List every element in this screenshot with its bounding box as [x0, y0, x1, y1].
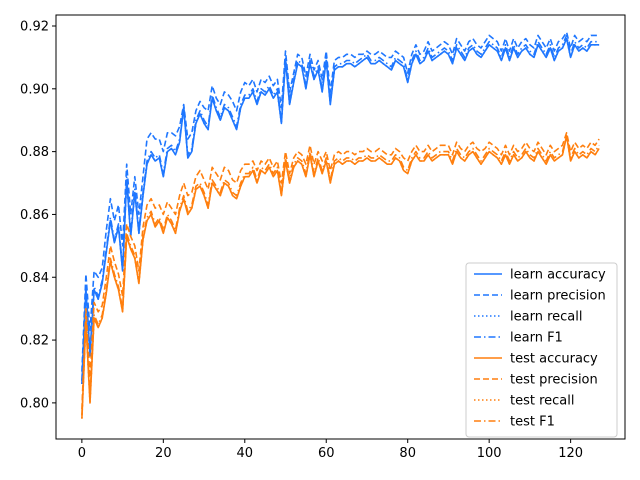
legend-label: learn precision — [510, 289, 606, 304]
x-tick-label: 60 — [318, 446, 335, 461]
series-line-test-precision — [81, 132, 600, 410]
plot-lines — [81, 31, 600, 419]
x-tick-label: 40 — [237, 446, 254, 461]
legend-box — [465, 262, 618, 438]
plot-frame — [55, 14, 626, 440]
x-tick-label: 100 — [477, 446, 502, 461]
legend-label: learn recall — [510, 310, 582, 325]
series-line-test-F1 — [81, 135, 600, 416]
x-tick-label: 120 — [558, 446, 583, 461]
x-axis: 0 20 40 60 80 100 120 — [78, 439, 583, 461]
legend-label: learn accuracy — [510, 268, 606, 283]
legend-label: test accuracy — [510, 352, 598, 367]
legend-label: test precision — [510, 373, 598, 388]
y-tick-label: 0.84 — [20, 271, 49, 286]
y-tick-label: 0.86 — [20, 208, 49, 223]
y-tick-label: 0.82 — [20, 334, 49, 349]
legend-label: test F1 — [510, 415, 555, 430]
x-tick-label: 20 — [155, 446, 172, 461]
legend-label: test recall — [510, 394, 575, 409]
y-axis: 0.80 0.82 0.84 0.86 0.88 0.90 0.92 — [20, 19, 56, 411]
y-tick-label: 0.92 — [20, 19, 49, 34]
legend-label: learn F1 — [510, 331, 563, 346]
x-tick-label: 0 — [78, 446, 86, 461]
y-tick-label: 0.80 — [20, 396, 49, 411]
series-line-learn-recall — [81, 37, 600, 385]
y-tick-label: 0.88 — [20, 145, 49, 160]
x-tick-label: 80 — [399, 446, 416, 461]
legend: learn accuracy learn precision learn recal… — [465, 262, 618, 438]
y-tick-label: 0.90 — [20, 82, 49, 97]
series-line-learn-precision — [81, 31, 600, 372]
series-line-test-recall — [81, 135, 600, 419]
series-line-learn-F1 — [81, 34, 600, 381]
